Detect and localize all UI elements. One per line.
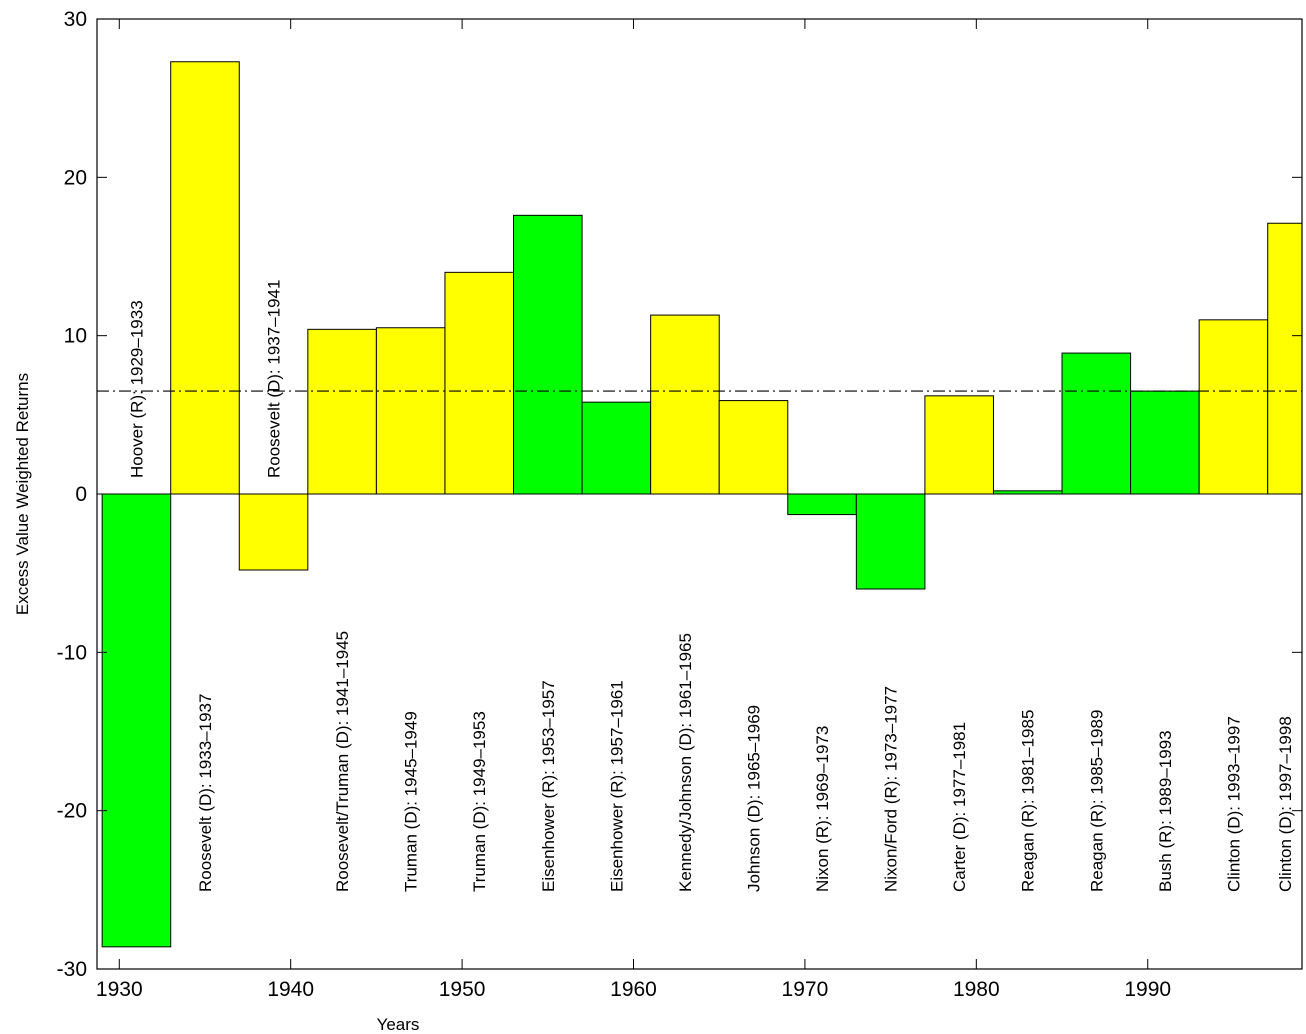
bar — [650, 314, 720, 495]
bar-label: Clinton (D): 1997–1998 — [1276, 716, 1295, 892]
bar-label: Johnson (D): 1965–1969 — [744, 705, 763, 892]
bar-label: Eisenhower (R): 1957–1961 — [607, 680, 626, 892]
x-tick-label: 1930 — [96, 978, 143, 1001]
bar-label: Reagan (R): 1981–1985 — [1019, 710, 1038, 892]
bar — [718, 400, 789, 495]
x-tick-label: 1970 — [782, 978, 829, 1001]
bar — [238, 493, 309, 571]
bar-label: Nixon/Ford (R): 1973–1977 — [882, 686, 901, 892]
bar-label: Truman (D): 1949–1953 — [470, 711, 489, 892]
bar — [513, 214, 583, 495]
x-axis-label: Years — [377, 1015, 420, 1034]
y-tick-label: 30 — [64, 8, 87, 31]
bar-label: Truman (D): 1945–1949 — [402, 711, 421, 892]
x-tick-label: 1950 — [439, 978, 486, 1001]
bar-label: Nixon (R): 1969–1973 — [813, 726, 832, 892]
bar-label: Eisenhower (R): 1953–1957 — [539, 680, 558, 892]
bar-label: Carter (D): 1977–1981 — [950, 722, 969, 892]
bar — [992, 490, 1063, 495]
y-tick-label: -20 — [57, 800, 87, 823]
y-tick-label: 0 — [75, 483, 87, 506]
x-tick-label: 1940 — [267, 978, 314, 1001]
bar — [375, 327, 446, 495]
bar — [855, 493, 926, 590]
bar — [924, 395, 994, 495]
bar-label: Bush (R): 1989–1993 — [1156, 730, 1175, 892]
bar — [1130, 390, 1200, 495]
bar-label: Roosevelt/Truman (D): 1941–1945 — [333, 631, 352, 892]
bar — [1061, 352, 1132, 495]
y-tick-label: -30 — [57, 958, 87, 981]
bar — [787, 493, 857, 516]
y-axis-label: Excess Value Weighted Returns — [13, 373, 32, 615]
bar-label: Reagan (R): 1985–1989 — [1087, 710, 1106, 892]
bar — [444, 271, 515, 495]
y-tick-label: -10 — [57, 641, 87, 664]
bar-label: Hoover (R): 1929–1933 — [127, 300, 146, 478]
bar — [1267, 222, 1303, 495]
bar — [101, 493, 172, 948]
bar — [581, 401, 652, 495]
x-tick-label: 1960 — [610, 978, 657, 1001]
bar — [307, 328, 377, 495]
x-tick-label: 1980 — [953, 978, 1000, 1001]
bar — [170, 61, 240, 495]
bar-label: Kennedy/Johnson (D): 1961–1965 — [676, 633, 695, 892]
y-tick-label: 10 — [64, 325, 87, 348]
bar — [1198, 319, 1269, 495]
x-tick-label: 1990 — [1124, 978, 1171, 1001]
y-tick-label: 20 — [64, 166, 87, 189]
bar-label: Clinton (D): 1993–1997 — [1224, 716, 1243, 892]
bar-label: Roosevelt (D): 1933–1937 — [196, 694, 215, 892]
bar-label: Roosevelt (D): 1937–1941 — [265, 280, 284, 478]
